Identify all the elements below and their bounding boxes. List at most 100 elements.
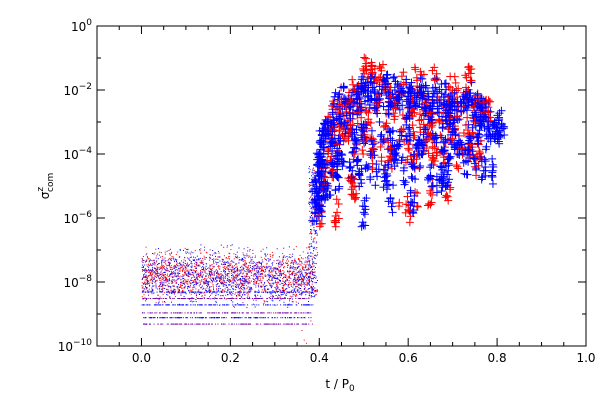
data-point-dot — [311, 323, 313, 325]
data-point-dot — [253, 281, 254, 283]
data-point-marker — [453, 97, 462, 106]
data-point-dot — [210, 275, 212, 276]
data-point-dot — [223, 255, 225, 257]
data-point-dot — [170, 288, 172, 290]
data-point-dot — [257, 275, 259, 277]
data-point-dot — [311, 245, 313, 247]
data-point-dot — [221, 282, 223, 284]
data-point-dot — [153, 278, 155, 280]
data-point-marker — [354, 170, 363, 179]
data-point-dot — [174, 272, 176, 274]
data-point-dot — [303, 323, 305, 325]
data-point-dot — [299, 279, 301, 280]
data-point-dot — [264, 288, 266, 290]
data-point-dot — [304, 289, 305, 291]
data-point-dot — [156, 261, 158, 263]
data-point-dot — [298, 323, 300, 325]
data-point-dot — [202, 277, 203, 279]
data-point-dot — [215, 304, 216, 306]
data-point-dot — [302, 275, 304, 277]
data-point-dot — [296, 281, 298, 283]
data-point-dot — [192, 274, 194, 275]
data-point-dot — [290, 270, 292, 272]
data-point-dot — [255, 296, 257, 298]
data-point-dot — [227, 298, 229, 299]
data-point-dot — [223, 270, 224, 272]
data-point-dot — [228, 323, 230, 325]
data-point-dot — [310, 232, 312, 234]
data-point-dot — [302, 278, 304, 280]
data-point-dot — [309, 218, 311, 220]
data-point-dot — [241, 317, 243, 319]
data-point-dot — [212, 284, 214, 286]
data-point-marker — [379, 165, 388, 174]
data-point-dot — [213, 260, 215, 262]
data-point-dot — [310, 225, 312, 227]
data-point-dot — [213, 258, 215, 260]
data-point-dot — [243, 304, 245, 306]
data-point-dot — [197, 264, 199, 266]
data-point-dot — [238, 269, 240, 271]
data-point-dot — [231, 270, 233, 272]
data-point-dot — [175, 290, 177, 292]
data-point-dot — [281, 282, 283, 284]
data-point-dot — [293, 284, 295, 286]
data-point-dot — [162, 268, 164, 270]
data-point-dot — [240, 278, 241, 279]
data-point-dot — [296, 295, 298, 297]
data-point-dot — [201, 276, 203, 278]
data-point-dot — [311, 270, 313, 272]
data-point-dot — [245, 275, 247, 277]
data-point-dot — [306, 272, 308, 274]
data-point-dot — [242, 267, 244, 269]
data-point-dot — [145, 284, 146, 285]
data-point-dot — [159, 273, 161, 275]
data-point-marker — [375, 117, 384, 126]
data-point-dot — [288, 280, 290, 282]
data-point-dot — [159, 290, 161, 292]
data-point-dot — [165, 312, 167, 314]
data-point-dot — [183, 275, 185, 277]
data-point-dot — [313, 274, 315, 276]
data-point-dot — [179, 273, 181, 274]
data-point-marker — [424, 149, 433, 158]
data-point-dot — [156, 269, 158, 271]
data-point-dot — [189, 274, 191, 275]
data-point-dot — [285, 323, 287, 325]
data-point-dot — [299, 279, 301, 281]
data-point-dot — [269, 258, 271, 260]
data-point-dot — [223, 270, 225, 272]
data-point-dot — [301, 280, 303, 282]
data-point-dot — [225, 257, 227, 258]
data-point-dot — [310, 277, 312, 279]
data-point-dot — [182, 264, 184, 266]
data-point-dot — [299, 261, 301, 263]
data-point-dot — [244, 282, 246, 284]
data-point-dot — [165, 317, 167, 319]
data-point-dot — [196, 278, 198, 280]
data-point-dot — [166, 250, 168, 252]
data-point-dot — [185, 268, 187, 270]
data-point-dot — [312, 266, 314, 268]
data-point-dot — [184, 312, 186, 314]
data-point-dot — [234, 317, 236, 319]
data-point-dot — [310, 286, 312, 288]
data-point-dot — [231, 285, 233, 287]
data-point-dot — [281, 289, 283, 291]
data-point-dot — [284, 284, 286, 286]
data-point-dot — [300, 279, 302, 280]
data-point-dot — [199, 281, 201, 283]
data-point-dot — [173, 304, 175, 306]
data-point-dot — [243, 254, 245, 256]
data-point-dot — [180, 267, 182, 268]
data-point-dot — [313, 289, 315, 291]
data-point-dot — [223, 281, 225, 283]
data-point-dot — [142, 277, 143, 279]
data-point-dot — [308, 185, 310, 187]
data-point-dot — [252, 260, 254, 262]
data-point-dot — [195, 263, 197, 265]
data-point-dot — [164, 276, 166, 277]
data-point-dot — [179, 264, 181, 266]
data-point-dot — [246, 307, 248, 309]
data-point-dot — [295, 277, 297, 279]
